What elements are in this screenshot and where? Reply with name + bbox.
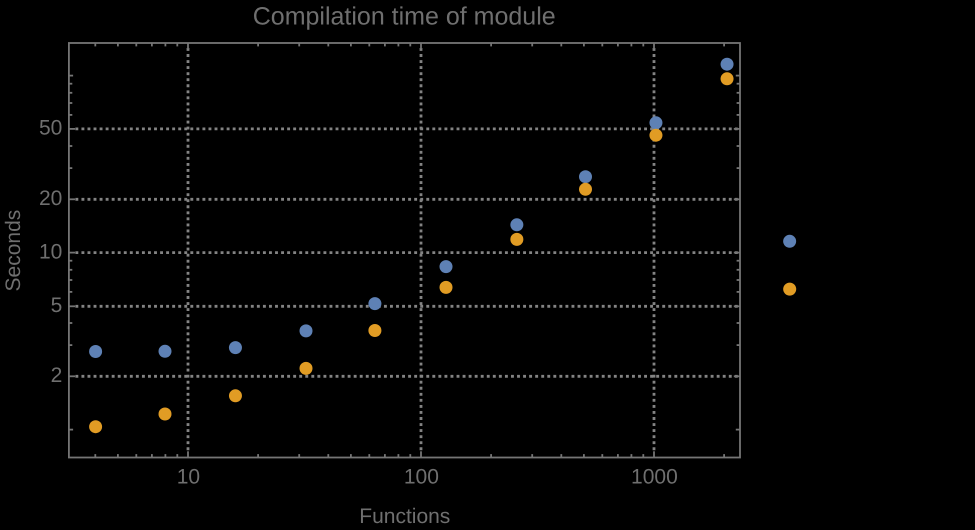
svg-text:20: 20 (39, 187, 62, 210)
svg-text:50: 50 (39, 117, 62, 140)
svg-text:2: 2 (51, 364, 63, 387)
svg-text:5: 5 (51, 294, 63, 317)
svg-text:10: 10 (177, 466, 200, 489)
svg-text:Compilation time of module: Compilation time of module (253, 3, 556, 31)
svg-text:100: 100 (404, 466, 439, 489)
svg-text:Functions: Functions (359, 505, 450, 525)
svg-text:10: 10 (39, 240, 62, 263)
svg-text:1000: 1000 (631, 466, 678, 489)
svg-text:Seconds: Seconds (2, 210, 25, 292)
